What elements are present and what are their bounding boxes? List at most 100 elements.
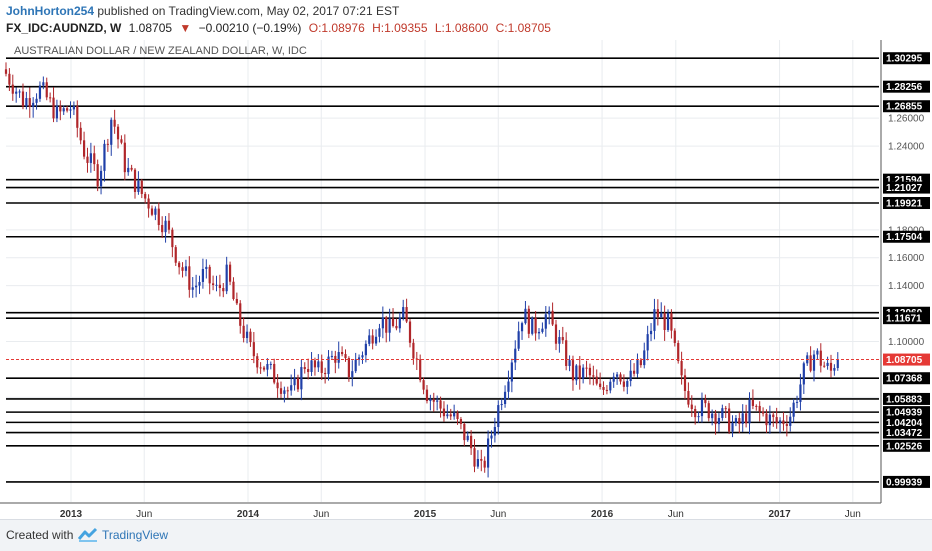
candle (480, 449, 483, 472)
time-tick-label: 2014 (237, 509, 260, 519)
price-change: −0.00210 (−0.19%) (198, 21, 302, 35)
candle (568, 355, 571, 372)
candle (225, 256, 228, 295)
candle (575, 364, 578, 385)
time-axis[interactable]: 2013 Jun 2014 Jun 2015 Jun 2016 Jun 2017 Jun (60, 509, 861, 519)
candle (497, 400, 500, 435)
candle (296, 374, 300, 393)
candle (700, 392, 704, 423)
candle (653, 298, 656, 340)
candle (697, 411, 700, 423)
candle (402, 299, 405, 321)
candle (55, 99, 59, 123)
candle (442, 401, 446, 422)
candle (537, 328, 541, 340)
candle (239, 300, 242, 334)
candle (582, 364, 585, 384)
candle (520, 321, 524, 340)
candle (734, 415, 738, 427)
candle (120, 135, 123, 145)
candle (371, 329, 374, 350)
candle (147, 194, 150, 218)
level-label: 1.04939 (883, 406, 930, 419)
candle (823, 361, 826, 368)
candle (266, 358, 269, 377)
candle (677, 340, 680, 364)
time-tick-label: Jun (668, 509, 684, 519)
published-text: published on TradingView.com, May 02, 20… (97, 4, 400, 18)
candle (585, 360, 588, 378)
candle (11, 74, 14, 101)
candle (721, 404, 724, 421)
candle (795, 395, 799, 409)
candle (184, 259, 188, 277)
candle (775, 407, 778, 429)
candle (602, 381, 605, 396)
candle (174, 245, 177, 266)
author-link[interactable]: JohnHorton254 (6, 4, 95, 18)
horizontal-levels (6, 57, 879, 483)
candle (711, 409, 714, 426)
candle (694, 405, 697, 425)
svg-text:1.26855: 1.26855 (886, 102, 923, 113)
candle (470, 430, 473, 455)
price-chart[interactable]: 1.260001.240001.180001.160001.140001.100… (0, 40, 932, 519)
candle (466, 431, 469, 442)
time-tick-label: 2015 (414, 509, 437, 519)
candle (612, 372, 615, 388)
candle (772, 411, 775, 427)
candle (15, 87, 18, 103)
candle (28, 87, 31, 118)
candle (89, 142, 92, 173)
candle (782, 412, 785, 431)
candle (96, 159, 99, 192)
candle (636, 353, 639, 378)
candle (595, 369, 598, 386)
candle (616, 371, 619, 385)
svg-text:1.19921: 1.19921 (886, 199, 923, 210)
candle (191, 277, 194, 298)
candle (218, 274, 221, 297)
candle (707, 400, 710, 422)
level-label: 1.26855 (883, 100, 930, 113)
candle (273, 358, 276, 385)
candle (144, 191, 147, 204)
candle (761, 407, 765, 417)
current-price-label: 1.08705 (886, 355, 923, 366)
current-price-box (883, 353, 930, 366)
price-tick-label: 1.16000 (888, 253, 925, 264)
candle (334, 350, 337, 374)
candle (347, 356, 350, 382)
candle (405, 298, 408, 324)
candle (578, 356, 581, 390)
candle (222, 283, 225, 298)
candle (622, 374, 625, 392)
candle (605, 384, 609, 395)
candle (69, 101, 72, 119)
candle (290, 374, 293, 396)
candle (758, 401, 761, 422)
candle (836, 352, 839, 371)
candle (415, 351, 418, 371)
last-price: 1.08705 (128, 21, 173, 35)
candle (429, 394, 432, 411)
tradingview-logo-icon[interactable] (78, 527, 98, 543)
candle (269, 361, 272, 370)
candle (527, 305, 530, 339)
candle (799, 373, 802, 411)
candle (588, 363, 592, 385)
candle (330, 350, 334, 359)
candle (42, 76, 45, 90)
candle (531, 316, 534, 336)
candle (663, 305, 666, 341)
close-value: C:1.08705 (495, 21, 551, 35)
candle (357, 354, 361, 366)
candle (629, 360, 632, 387)
candle (548, 306, 551, 325)
candle (541, 322, 544, 334)
candle (354, 352, 357, 374)
level-label: 1.17504 (883, 230, 930, 243)
candle (599, 372, 602, 390)
tradingview-link[interactable]: TradingView (102, 528, 169, 542)
